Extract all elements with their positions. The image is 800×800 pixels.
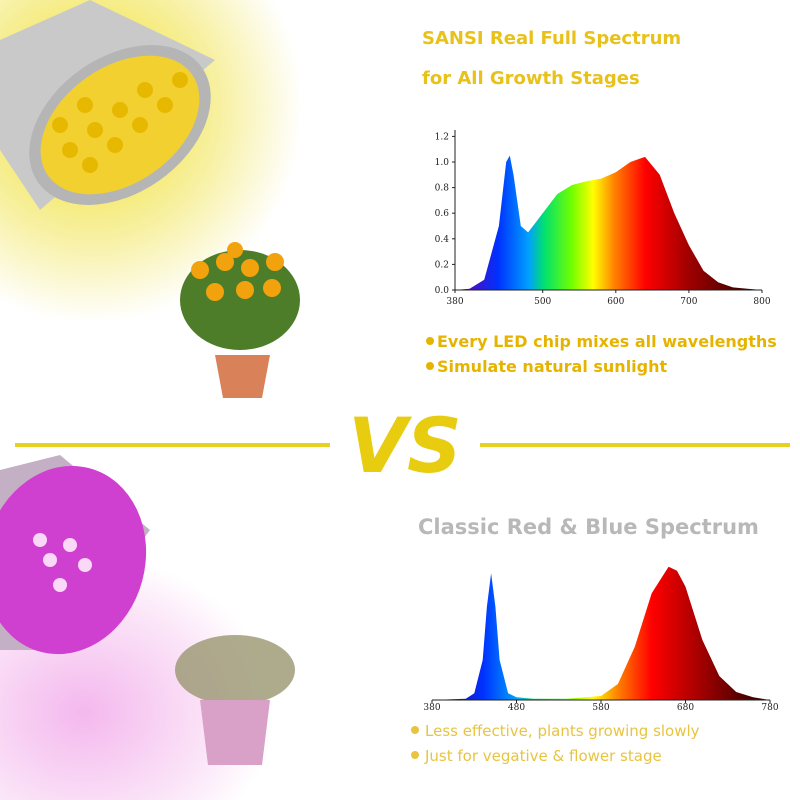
section-title: Classic Red & Blue Spectrum — [418, 515, 759, 539]
title-line: for All Growth Stages — [422, 68, 640, 89]
bullet-text: Simulate natural sunlight — [437, 357, 668, 376]
x-tick-label: 600 — [607, 297, 624, 307]
leafy-plant — [175, 635, 295, 765]
flowering-plant — [180, 242, 300, 398]
x-tick-label: 800 — [753, 297, 770, 307]
x-tick-label: 580 — [592, 703, 609, 713]
red-blue-lamp — [0, 455, 150, 655]
y-tick-label: 1.2 — [435, 132, 449, 142]
bottom-spectrum-chart: 380 480 580 680 780 — [423, 566, 779, 713]
bullet-dot — [411, 726, 419, 734]
title-line: SANSI Real Full Spectrum — [422, 28, 681, 49]
y-tick-label: 0.6 — [435, 209, 450, 219]
bullet-text: Every LED chip mixes all wavelengths — [437, 332, 777, 351]
bullet-dot — [411, 751, 419, 759]
bullet-dot — [426, 337, 434, 345]
spectrum-area — [455, 155, 762, 290]
vs-label: VS — [348, 401, 462, 490]
x-tick-label: 680 — [677, 703, 694, 713]
y-tick-label: 1.0 — [435, 158, 450, 168]
bullet-text: Less effective, plants growing slowly — [425, 722, 700, 740]
y-tick-label: 0.2 — [435, 260, 449, 270]
x-tick-label: 380 — [423, 703, 440, 713]
y-tick-label: 0.4 — [435, 235, 450, 245]
top-spectrum-chart: 380 500 600 700 800 0.0 0.2 0.4 0.6 0.8 1.0 1.2 — [435, 130, 771, 307]
x-tick-label: 480 — [508, 703, 525, 713]
x-tick-label: 380 — [446, 297, 463, 307]
bullet-dot — [426, 362, 434, 370]
full-spectrum-lamp — [0, 0, 215, 210]
y-tick-label: 0.8 — [435, 184, 450, 194]
x-tick-label: 780 — [761, 703, 778, 713]
x-tick-label: 700 — [680, 297, 697, 307]
spectrum-area — [432, 566, 770, 700]
bullet-text: Just for vegative & flower stage — [424, 747, 662, 765]
x-tick-label: 500 — [534, 297, 551, 307]
y-tick-label: 0.0 — [435, 286, 450, 296]
